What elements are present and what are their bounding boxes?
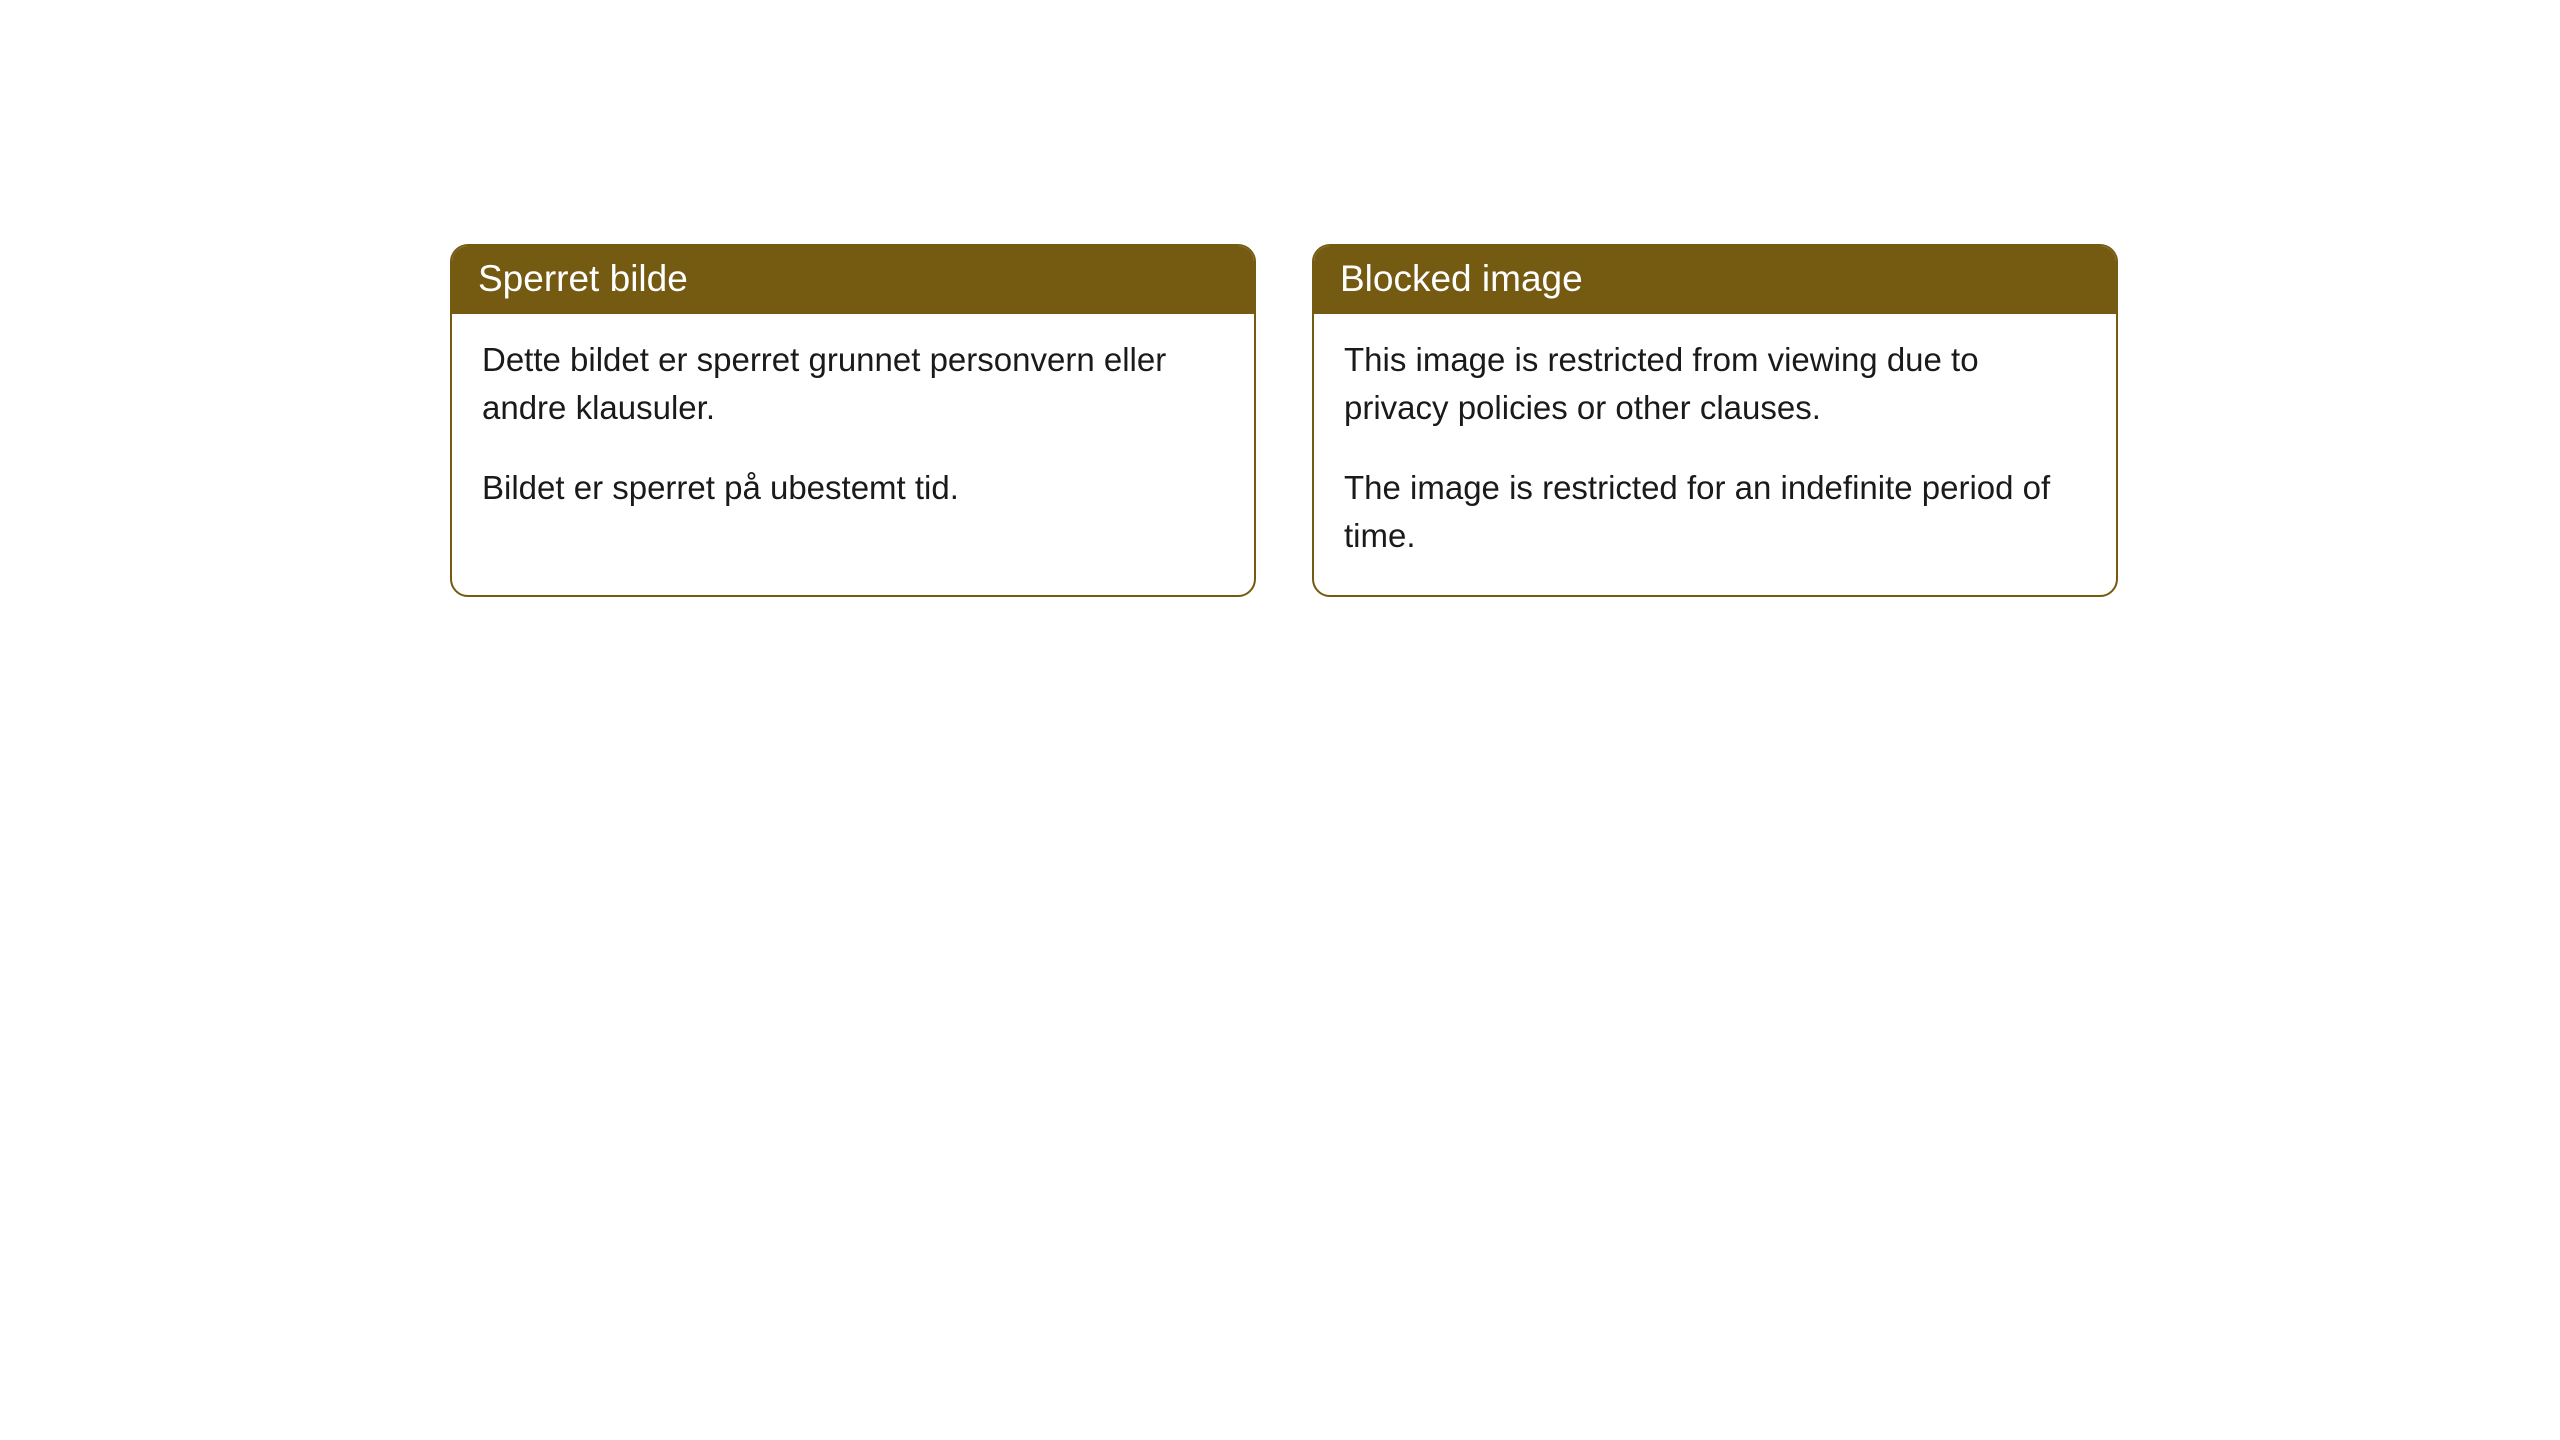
card-paragraph: The image is restricted for an indefinit… [1344,464,2086,560]
blocked-image-card-norwegian: Sperret bilde Dette bildet er sperret gr… [450,244,1256,597]
blocked-image-card-english: Blocked image This image is restricted f… [1312,244,2118,597]
card-paragraph: Bildet er sperret på ubestemt tid. [482,464,1224,512]
notice-container: Sperret bilde Dette bildet er sperret gr… [0,0,2560,597]
card-header-english: Blocked image [1314,246,2116,314]
card-body-norwegian: Dette bildet er sperret grunnet personve… [452,314,1254,548]
card-body-english: This image is restricted from viewing du… [1314,314,2116,595]
card-paragraph: Dette bildet er sperret grunnet personve… [482,336,1224,432]
card-header-norwegian: Sperret bilde [452,246,1254,314]
card-paragraph: This image is restricted from viewing du… [1344,336,2086,432]
